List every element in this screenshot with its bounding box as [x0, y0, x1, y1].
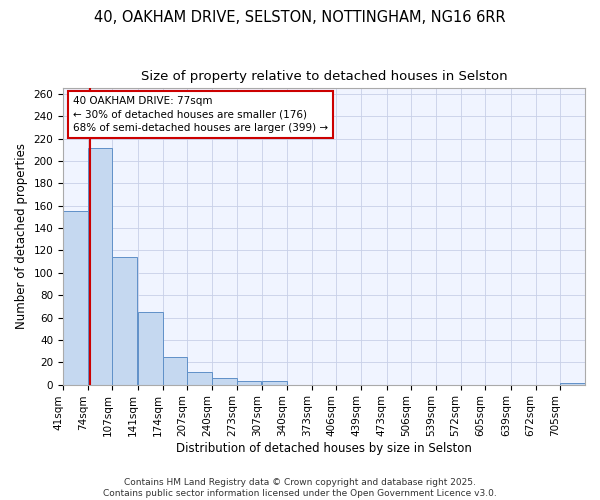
Text: 40 OAKHAM DRIVE: 77sqm
← 30% of detached houses are smaller (176)
68% of semi-de: 40 OAKHAM DRIVE: 77sqm ← 30% of detached…	[73, 96, 328, 132]
Bar	[237, 381, 262, 384]
Text: Contains HM Land Registry data © Crown copyright and database right 2025.
Contai: Contains HM Land Registry data © Crown c…	[103, 478, 497, 498]
Y-axis label: Number of detached properties: Number of detached properties	[15, 144, 28, 330]
Bar	[262, 381, 287, 384]
Bar	[138, 312, 163, 384]
Bar	[187, 372, 212, 384]
Text: 40, OAKHAM DRIVE, SELSTON, NOTTINGHAM, NG16 6RR: 40, OAKHAM DRIVE, SELSTON, NOTTINGHAM, N…	[94, 10, 506, 25]
Title: Size of property relative to detached houses in Selston: Size of property relative to detached ho…	[141, 70, 508, 83]
Bar	[212, 378, 237, 384]
Bar	[163, 356, 187, 384]
Bar	[63, 212, 88, 384]
X-axis label: Distribution of detached houses by size in Selston: Distribution of detached houses by size …	[176, 442, 472, 455]
Bar	[112, 257, 137, 384]
Bar	[88, 148, 112, 384]
